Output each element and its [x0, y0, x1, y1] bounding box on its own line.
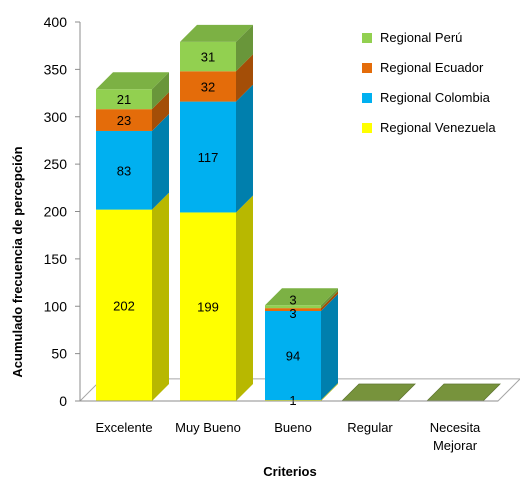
- data-label: 199: [197, 300, 219, 315]
- y-tick-label: 350: [44, 61, 68, 77]
- x-tick-label: Bueno: [274, 420, 312, 435]
- legend-label: Regional Venezuela: [380, 120, 496, 135]
- legend-swatch: [362, 63, 372, 73]
- legend-label: Regional Colombia: [380, 90, 491, 105]
- legend-swatch: [362, 93, 372, 103]
- bar-segment: [180, 101, 236, 213]
- bar-segment: [265, 308, 321, 311]
- legend-label: Regional Perú: [380, 30, 462, 45]
- bar-side: [152, 92, 169, 131]
- data-label: 21: [117, 92, 131, 107]
- y-axis-title: Acumulado frecuencia de percepción: [10, 146, 25, 377]
- bar-segment: [265, 310, 321, 401]
- bar-side: [152, 113, 169, 210]
- data-label: 31: [201, 50, 215, 65]
- y-tick-label: 300: [44, 109, 68, 125]
- bar-side: [321, 288, 338, 309]
- bar-side: [236, 195, 253, 401]
- data-label: 3: [289, 292, 296, 307]
- y-tick-label: 0: [59, 393, 67, 409]
- x-tick-label: Necesita: [430, 420, 481, 435]
- y-tick-label: 200: [44, 204, 68, 220]
- legend-swatch: [362, 33, 372, 43]
- bar-segment: [96, 89, 152, 110]
- bar-segment: [265, 305, 321, 309]
- y-tick-label: 150: [44, 251, 68, 267]
- bar-side: [236, 54, 253, 102]
- bar-side: [152, 192, 169, 401]
- x-axis: Excelente Muy Bueno Bueno Regular Necesita Me…: [80, 400, 498, 453]
- bars: [96, 24, 501, 402]
- bar-segment: [180, 212, 236, 401]
- bar-segment: [96, 109, 152, 131]
- bar-top: [265, 288, 338, 306]
- bar-segment: [96, 130, 152, 210]
- bar-segment: [180, 41, 236, 72]
- x-tick-label: Mejorar: [433, 438, 478, 453]
- y-axis: 0 50 100 150 200 250 300 350 400: [44, 14, 81, 409]
- x-tick-label: Excelente: [95, 420, 152, 435]
- bar-side: [321, 291, 338, 311]
- bar-side: [236, 84, 253, 213]
- data-label: 94: [286, 349, 300, 364]
- y-tick-label: 50: [51, 346, 67, 362]
- data-label: 202: [113, 298, 135, 313]
- x-tick-label: Regular: [347, 420, 393, 435]
- bar-top: [96, 72, 169, 90]
- y-tick-label: 250: [44, 156, 68, 172]
- bar-side: [321, 293, 338, 401]
- x-axis-title: Criterios: [263, 464, 316, 479]
- legend: Regional Perú Regional Ecuador Regional Co…: [362, 30, 496, 135]
- bar-side: [236, 24, 253, 72]
- x-tick-label: Muy Bueno: [175, 420, 241, 435]
- data-label: 3: [289, 306, 296, 321]
- bar-side: [321, 383, 338, 401]
- bar-top: [180, 24, 253, 42]
- bar-segment: [96, 209, 152, 401]
- bar-side: [152, 72, 169, 110]
- data-label: 117: [198, 150, 219, 165]
- bar-segment: [180, 71, 236, 102]
- legend-label: Regional Ecuador: [380, 60, 484, 75]
- legend-swatch: [362, 123, 372, 133]
- y-tick-label: 400: [44, 14, 68, 30]
- y-tick-label: 100: [44, 298, 68, 314]
- data-label: 32: [201, 79, 215, 94]
- data-label: 23: [117, 113, 131, 128]
- data-label: 83: [117, 163, 131, 178]
